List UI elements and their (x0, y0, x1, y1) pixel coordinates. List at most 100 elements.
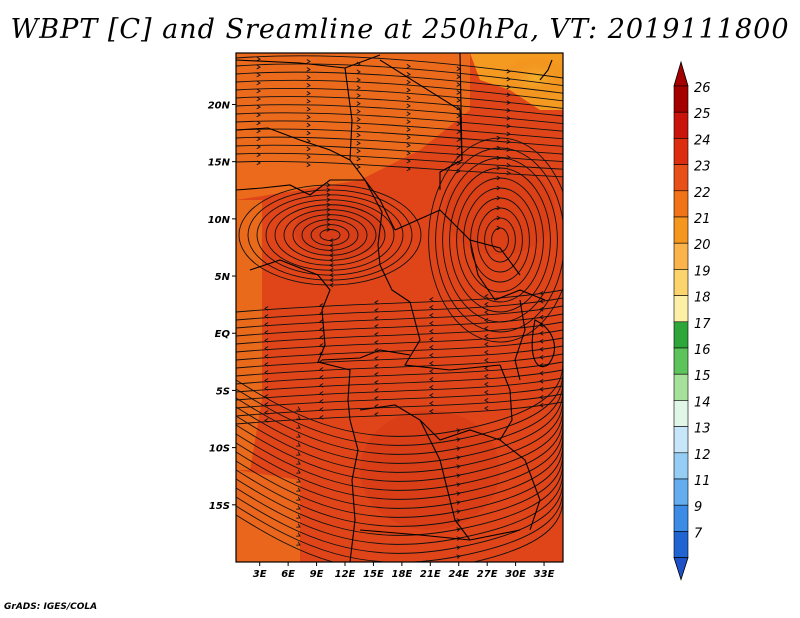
streamline-arrow (256, 160, 261, 166)
lat-label: 10N (208, 215, 231, 226)
streamline-arrow (264, 338, 269, 343)
country-borders (236, 53, 555, 562)
lon-label: 30E (505, 569, 526, 580)
lon-label: 3E (253, 569, 267, 580)
streamline-arrow (374, 332, 379, 337)
streamline (236, 385, 563, 409)
streamline-arrow (429, 401, 434, 406)
colorbar-swatch (673, 269, 689, 296)
streamline-arrow (496, 165, 501, 171)
streamline-arrow (264, 418, 269, 423)
streamline-arrow (484, 293, 489, 299)
streamline-arrow (319, 415, 324, 420)
streamline (236, 112, 563, 132)
streamline-arrow (484, 301, 489, 307)
streamline (283, 209, 377, 261)
streamline-arrow (406, 87, 411, 93)
streamline-arrow (264, 410, 269, 415)
streamline (428, 137, 563, 343)
streamline (236, 449, 563, 527)
colorbar-label: 24 (694, 133, 711, 148)
colorbar-label: 17 (694, 317, 711, 332)
streamline (442, 157, 558, 323)
streamline (236, 321, 563, 345)
plot-frame (235, 52, 564, 563)
streamline (435, 147, 563, 333)
streamline (236, 96, 563, 117)
streamline-arrow (256, 104, 261, 110)
streamline (449, 167, 551, 313)
streamline-arrow (456, 491, 461, 496)
streamline-arrow (326, 207, 331, 213)
streamline-arrow (484, 373, 489, 379)
streamline (236, 329, 563, 353)
colorbar-label: 26 (694, 81, 711, 96)
streamline-arrow (326, 187, 331, 193)
streamline-arrow (296, 442, 301, 447)
streamline-arrow (319, 375, 324, 380)
streamline (236, 313, 563, 337)
streamline-arrow (456, 145, 461, 150)
streamline-arrow (356, 164, 361, 170)
streamline-arrow (506, 108, 511, 113)
streamline-arrow (484, 389, 489, 395)
colorbar: 26 25 24 23 22 21 20 19 18 17 16 15 14 13 12 11 9 7 (673, 60, 711, 581)
streamline (236, 289, 563, 313)
colorbar-label: 12 (694, 448, 711, 463)
streamline-arrow (356, 125, 361, 130)
colorbar-swatch (673, 242, 689, 270)
streamline (236, 377, 563, 455)
streamline-arrow (456, 121, 461, 127)
colorbar-label: 15 (694, 369, 711, 384)
colorbar-swatch (673, 373, 689, 401)
lat-label: 10S (209, 444, 230, 455)
colorbar-top-arrow (673, 60, 689, 87)
streamline-arrow (539, 354, 544, 360)
colorbar-label: 22 (694, 186, 711, 201)
streamline (236, 395, 563, 473)
streamline-arrow (356, 117, 361, 122)
streamline-arrow (429, 361, 434, 366)
streamline-arrow (329, 248, 334, 253)
streamline-arrow (374, 300, 379, 305)
streamline-arrow (264, 330, 269, 335)
map-title: WBPT [C] and Sreamline at 250hPa, VT: 20… (10, 14, 790, 45)
streamline-arrow (484, 405, 489, 411)
lat-label: EQ (215, 329, 231, 340)
streamline-arrow (456, 90, 461, 95)
streamline-arrow (329, 253, 334, 258)
streamline-arrow (374, 308, 379, 313)
streamline-arrow (306, 122, 311, 128)
colorbar-label: 19 (694, 264, 711, 279)
streamline-arrow (496, 135, 501, 141)
streamline-arrow (456, 428, 461, 433)
streamline-arrow (456, 473, 461, 478)
streamline-arrow (296, 541, 301, 546)
streamline-arrow (374, 316, 379, 321)
streamline (236, 104, 563, 125)
streamline-arrow (456, 545, 461, 550)
streamline-arrow (456, 137, 461, 142)
streamline-arrow (496, 175, 501, 181)
streamline-arrow (296, 514, 301, 519)
streamline (236, 353, 563, 377)
streamline-arrow (306, 154, 311, 160)
streamline-arrow (256, 64, 261, 70)
colorbar-label: 9 (694, 500, 702, 515)
streamline-arrow (319, 343, 324, 348)
streamline-arrow (429, 313, 434, 318)
streamline-arrow (539, 402, 544, 408)
streamline (491, 227, 509, 253)
streamline-arrow (306, 106, 311, 112)
streamline (236, 359, 563, 437)
latitude-axis: 20N 15N 10N 5N EQ 5S 10S 15S (208, 100, 236, 512)
streamline-arrow (506, 68, 511, 74)
streamline-arrow (406, 135, 411, 140)
colorbar-swatch (673, 478, 689, 506)
streamline-arrow (539, 290, 544, 296)
streamline-arrow (306, 59, 311, 64)
streamline-arrow (406, 64, 411, 69)
streamline (236, 368, 563, 446)
streamline-arrow (356, 156, 361, 162)
lat-label: 5N (215, 272, 231, 283)
